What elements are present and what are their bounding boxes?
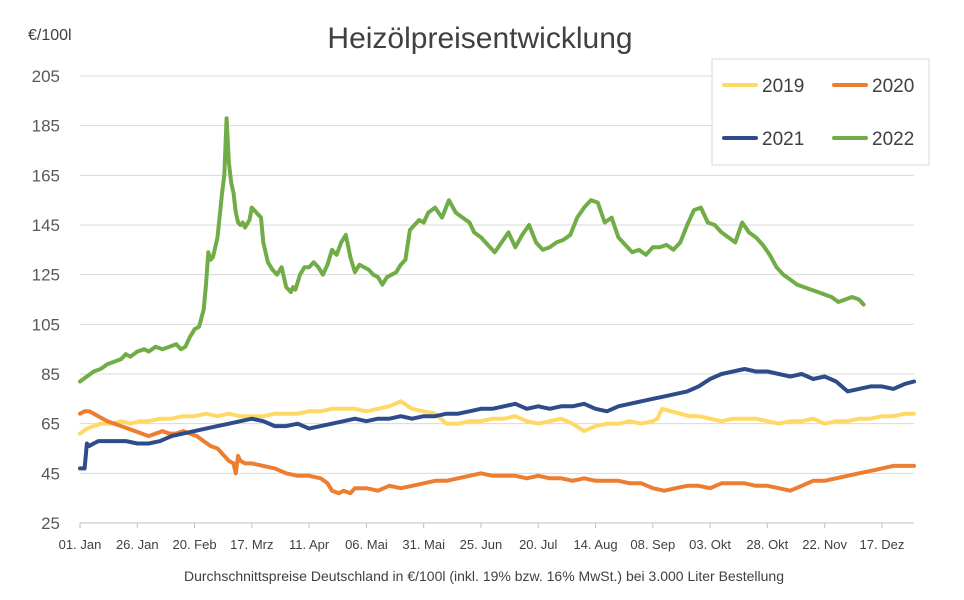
legend-label-2021: 2021 bbox=[762, 129, 804, 150]
x-tick-label: 03. Okt bbox=[689, 537, 731, 552]
x-tick-label: 01. Jan bbox=[59, 537, 102, 552]
y-tick-label: 65 bbox=[41, 415, 60, 434]
y-tick-label: 205 bbox=[32, 67, 60, 86]
legend: 2019 2020 2021 2022 bbox=[711, 58, 930, 166]
x-tick-label: 26. Jan bbox=[116, 537, 159, 552]
series-line-2020 bbox=[78, 409, 916, 496]
x-tick-label: 17. Mrz bbox=[230, 537, 273, 552]
legend-label-2020: 2020 bbox=[872, 76, 914, 97]
y-tick-label: 45 bbox=[41, 464, 60, 483]
x-tick-label: 11. Apr bbox=[289, 537, 330, 552]
y-tick-label: 105 bbox=[32, 315, 60, 334]
x-tick-label: 31. Mai bbox=[402, 537, 445, 552]
x-tick-label: 22. Nov bbox=[802, 537, 847, 552]
legend-label-2022: 2022 bbox=[872, 129, 914, 150]
chart-title: Heizölpreisentwicklung bbox=[327, 22, 632, 55]
y-axis-unit-label: €/100l bbox=[28, 27, 72, 44]
x-axis-caption: Durchschnittspreise Deutschland in €/100… bbox=[184, 568, 784, 584]
y-tick-label: 25 bbox=[41, 514, 60, 533]
x-tick-label: 25. Jun bbox=[460, 537, 503, 552]
legend-label-2019: 2019 bbox=[762, 76, 804, 97]
y-tick-label: 185 bbox=[32, 117, 60, 136]
legend-box bbox=[711, 58, 930, 166]
y-tick-label: 165 bbox=[32, 166, 60, 185]
x-tick-label: 20. Jul bbox=[519, 537, 557, 552]
x-tick-label: 14. Aug bbox=[573, 537, 617, 552]
y-tick-label: 85 bbox=[41, 365, 60, 384]
y-axis-ticks: 25 45 65 85 105 125 145 165 185 205 bbox=[32, 67, 60, 533]
x-axis-ticks: 01. Jan 26. Jan 20. Feb 17. Mrz 11. Apr 06. M… bbox=[59, 522, 914, 552]
series-line-2019 bbox=[78, 399, 916, 436]
x-tick-label: 17. Dez bbox=[860, 537, 905, 552]
series-line-2022 bbox=[78, 116, 866, 384]
y-tick-label: 145 bbox=[32, 216, 60, 235]
series-lines bbox=[78, 116, 916, 496]
x-tick-label: 08. Sep bbox=[630, 537, 675, 552]
series-line-2021 bbox=[78, 367, 916, 471]
x-tick-label: 28. Okt bbox=[746, 537, 788, 552]
y-tick-label: 125 bbox=[32, 266, 60, 285]
x-tick-label: 06. Mai bbox=[345, 537, 388, 552]
x-tick-label: 20. Feb bbox=[173, 537, 217, 552]
